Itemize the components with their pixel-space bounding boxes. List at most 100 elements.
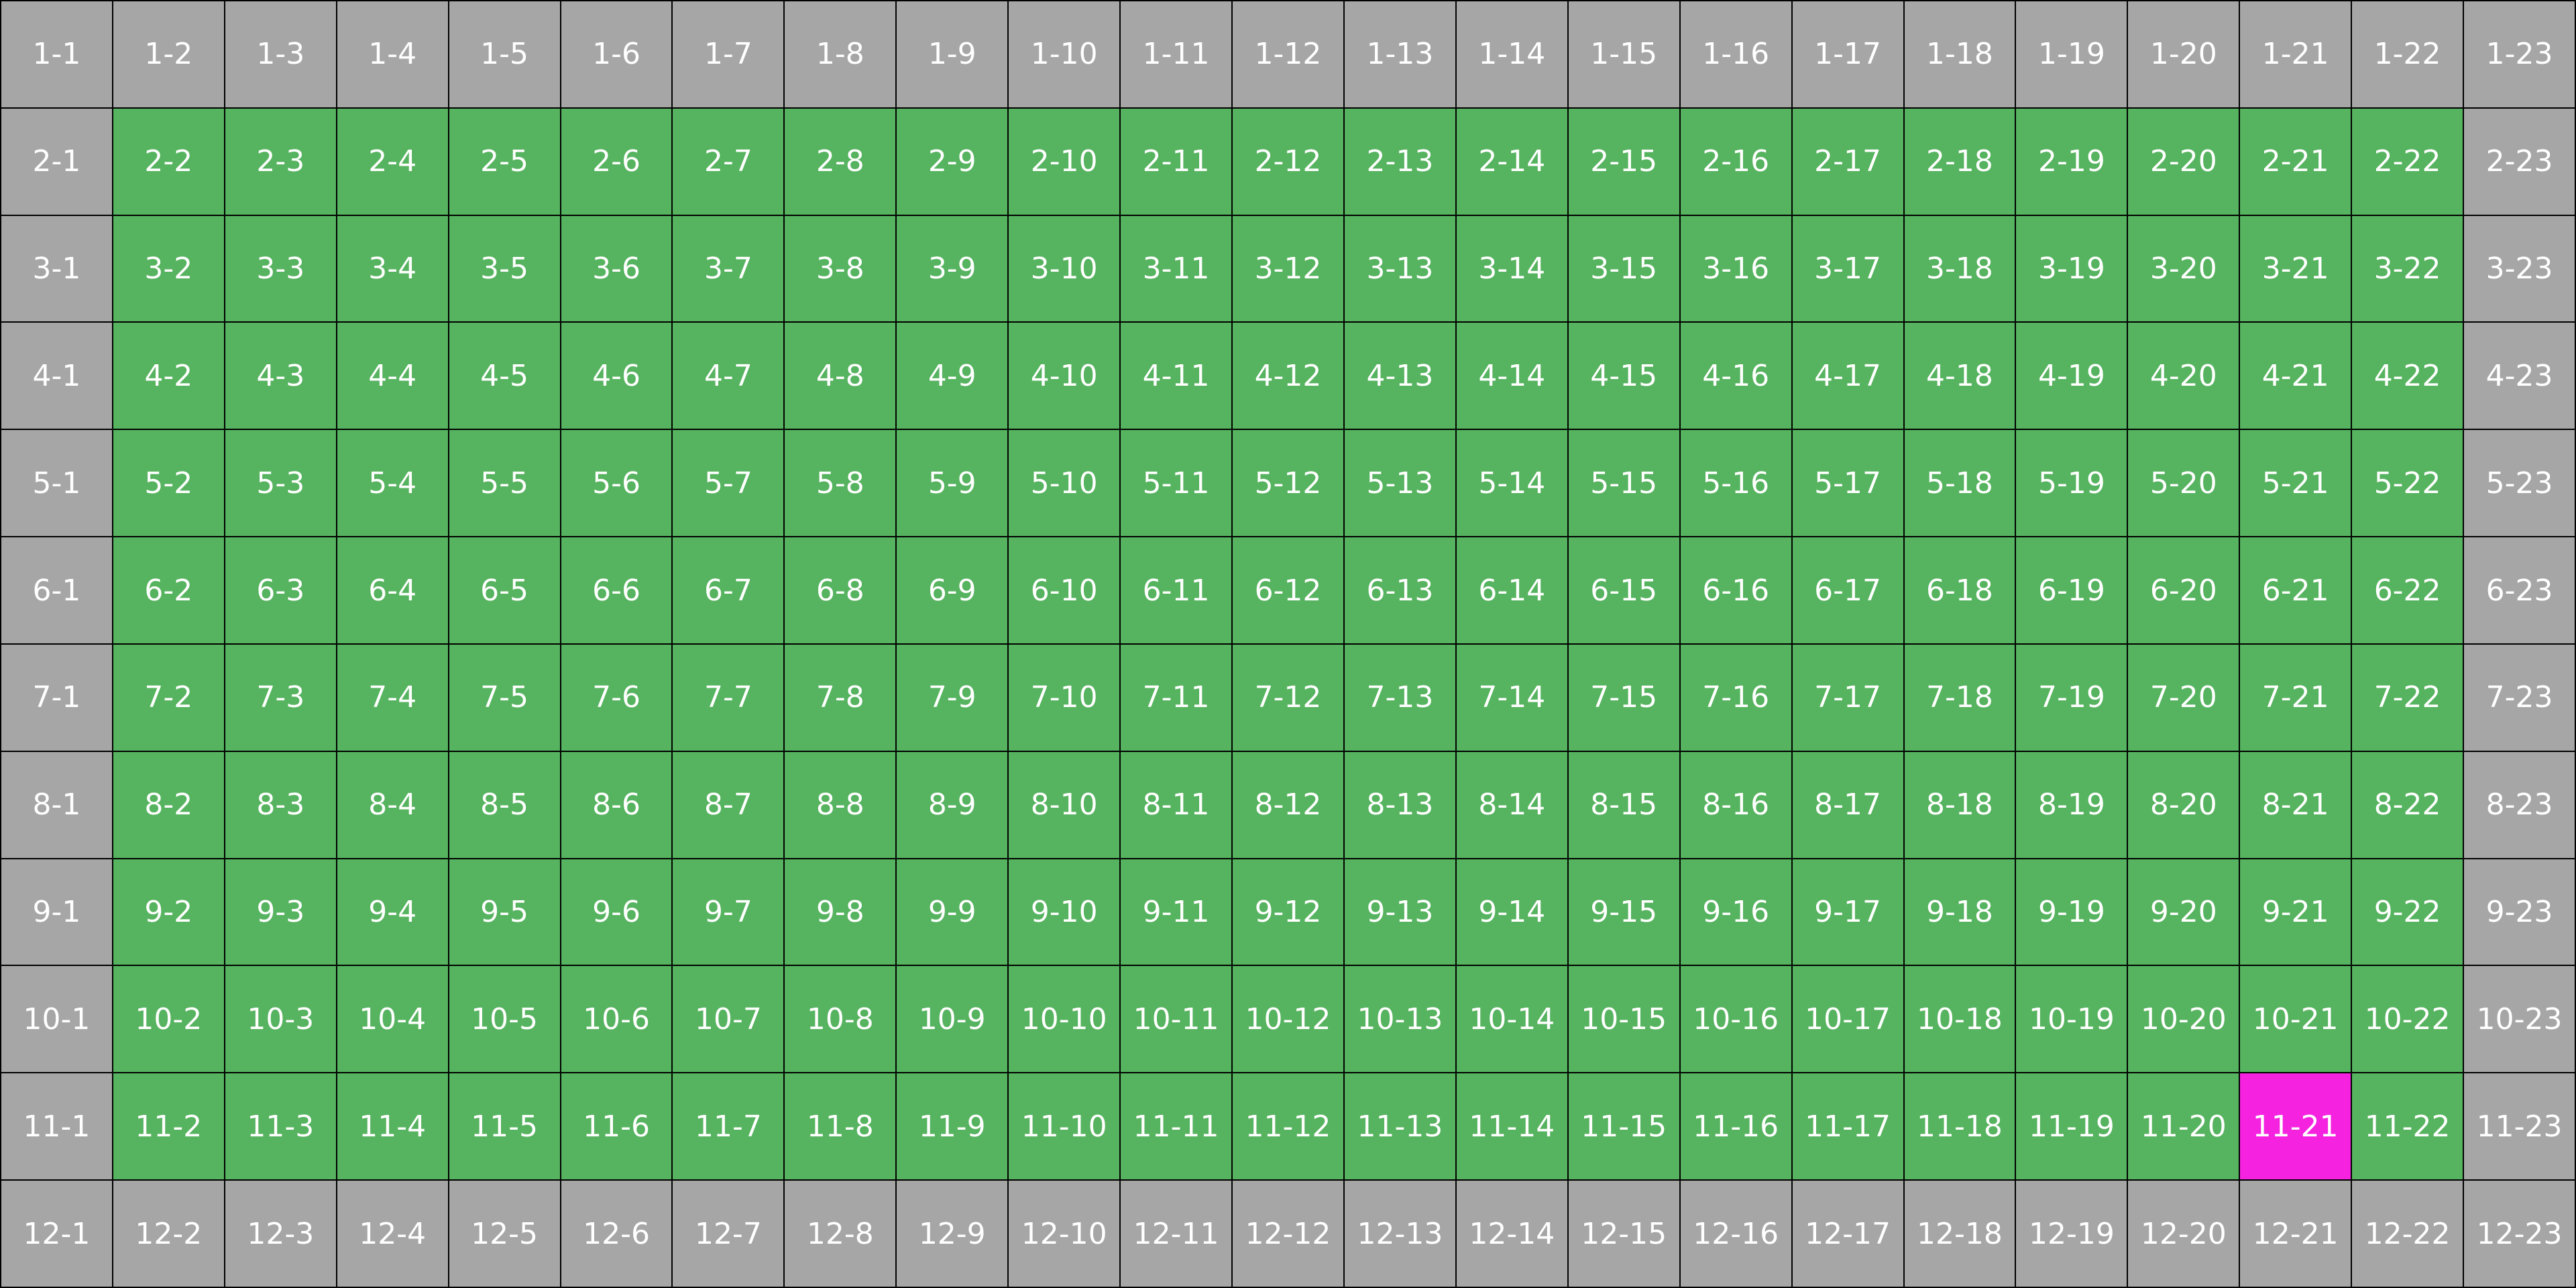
grid-cell-4-1[interactable]: 4-1 [0, 321, 112, 429]
grid-cell-3-15[interactable]: 3-15 [1567, 214, 1679, 322]
grid-cell-9-4[interactable]: 9-4 [335, 857, 448, 965]
grid-cell-1-3[interactable]: 1-3 [223, 0, 336, 107]
grid-cell-5-19[interactable]: 5-19 [2015, 429, 2127, 537]
grid-cell-9-3[interactable]: 9-3 [223, 857, 336, 965]
grid-cell-4-20[interactable]: 4-20 [2127, 321, 2239, 429]
grid-cell-5-13[interactable]: 5-13 [1343, 429, 1455, 537]
grid-cell-10-14[interactable]: 10-14 [1455, 965, 1567, 1073]
grid-cell-12-11[interactable]: 12-11 [1119, 1179, 1232, 1287]
grid-cell-3-6[interactable]: 3-6 [559, 214, 672, 322]
grid-cell-10-21[interactable]: 10-21 [2239, 965, 2351, 1073]
grid-cell-12-15[interactable]: 12-15 [1567, 1179, 1679, 1287]
grid-cell-4-18[interactable]: 4-18 [1903, 321, 2015, 429]
grid-cell-10-16[interactable]: 10-16 [1679, 965, 1791, 1073]
grid-cell-2-6[interactable]: 2-6 [559, 107, 672, 215]
grid-cell-2-4[interactable]: 2-4 [335, 107, 448, 215]
grid-cell-9-23[interactable]: 9-23 [2463, 857, 2575, 965]
grid-cell-2-19[interactable]: 2-19 [2015, 107, 2127, 215]
grid-cell-11-20[interactable]: 11-20 [2127, 1072, 2239, 1180]
grid-cell-8-22[interactable]: 8-22 [2351, 750, 2463, 858]
grid-cell-5-6[interactable]: 5-6 [559, 429, 672, 537]
grid-cell-2-9[interactable]: 2-9 [895, 107, 1008, 215]
grid-cell-3-3[interactable]: 3-3 [223, 214, 336, 322]
grid-cell-8-20[interactable]: 8-20 [2127, 750, 2239, 858]
grid-cell-6-11[interactable]: 6-11 [1119, 536, 1232, 643]
grid-cell-10-4[interactable]: 10-4 [335, 965, 448, 1073]
grid-cell-12-6[interactable]: 12-6 [559, 1179, 672, 1287]
grid-cell-10-7[interactable]: 10-7 [671, 965, 784, 1073]
grid-cell-2-13[interactable]: 2-13 [1343, 107, 1455, 215]
grid-cell-6-10[interactable]: 6-10 [1007, 536, 1120, 643]
grid-cell-9-18[interactable]: 9-18 [1903, 857, 2015, 965]
grid-cell-4-3[interactable]: 4-3 [223, 321, 336, 429]
grid-cell-2-21[interactable]: 2-21 [2239, 107, 2351, 215]
grid-cell-7-5[interactable]: 7-5 [447, 643, 560, 751]
grid-cell-7-17[interactable]: 7-17 [1791, 643, 1903, 751]
grid-cell-6-23[interactable]: 6-23 [2463, 536, 2575, 643]
grid-cell-4-23[interactable]: 4-23 [2463, 321, 2575, 429]
grid-cell-5-23[interactable]: 5-23 [2463, 429, 2575, 537]
grid-cell-7-12[interactable]: 7-12 [1231, 643, 1343, 751]
grid-cell-6-14[interactable]: 6-14 [1455, 536, 1567, 643]
grid-cell-8-5[interactable]: 8-5 [447, 750, 560, 858]
grid-cell-8-8[interactable]: 8-8 [783, 750, 896, 858]
grid-cell-11-6[interactable]: 11-6 [559, 1072, 672, 1180]
grid-cell-1-16[interactable]: 1-16 [1679, 0, 1791, 107]
grid-cell-4-19[interactable]: 4-19 [2015, 321, 2127, 429]
grid-cell-9-11[interactable]: 9-11 [1119, 857, 1232, 965]
grid-cell-9-2[interactable]: 9-2 [111, 857, 224, 965]
grid-cell-10-10[interactable]: 10-10 [1007, 965, 1120, 1073]
grid-cell-11-7[interactable]: 11-7 [671, 1072, 784, 1180]
grid-cell-7-6[interactable]: 7-6 [559, 643, 672, 751]
grid-cell-11-18[interactable]: 11-18 [1903, 1072, 2015, 1180]
grid-cell-3-14[interactable]: 3-14 [1455, 214, 1567, 322]
grid-cell-11-13[interactable]: 11-13 [1343, 1072, 1455, 1180]
grid-cell-6-16[interactable]: 6-16 [1679, 536, 1791, 643]
grid-cell-9-19[interactable]: 9-19 [2015, 857, 2127, 965]
grid-cell-12-18[interactable]: 12-18 [1903, 1179, 2015, 1287]
grid-cell-7-2[interactable]: 7-2 [111, 643, 224, 751]
grid-cell-3-2[interactable]: 3-2 [111, 214, 224, 322]
grid-cell-5-14[interactable]: 5-14 [1455, 429, 1567, 537]
grid-cell-8-10[interactable]: 8-10 [1007, 750, 1120, 858]
grid-cell-11-2[interactable]: 11-2 [111, 1072, 224, 1180]
grid-cell-5-22[interactable]: 5-22 [2351, 429, 2463, 537]
grid-cell-1-7[interactable]: 1-7 [671, 0, 784, 107]
grid-cell-6-18[interactable]: 6-18 [1903, 536, 2015, 643]
grid-cell-1-12[interactable]: 1-12 [1231, 0, 1343, 107]
grid-cell-9-17[interactable]: 9-17 [1791, 857, 1903, 965]
grid-cell-8-14[interactable]: 8-14 [1455, 750, 1567, 858]
grid-cell-7-21[interactable]: 7-21 [2239, 643, 2351, 751]
grid-cell-1-4[interactable]: 1-4 [335, 0, 448, 107]
grid-cell-3-17[interactable]: 3-17 [1791, 214, 1903, 322]
grid-cell-1-9[interactable]: 1-9 [895, 0, 1008, 107]
grid-cell-9-1[interactable]: 9-1 [0, 857, 112, 965]
grid-cell-2-10[interactable]: 2-10 [1007, 107, 1120, 215]
grid-cell-2-17[interactable]: 2-17 [1791, 107, 1903, 215]
grid-cell-12-9[interactable]: 12-9 [895, 1179, 1008, 1287]
grid-cell-10-8[interactable]: 10-8 [783, 965, 896, 1073]
grid-cell-5-16[interactable]: 5-16 [1679, 429, 1791, 537]
grid-cell-11-15[interactable]: 11-15 [1567, 1072, 1679, 1180]
grid-cell-3-18[interactable]: 3-18 [1903, 214, 2015, 322]
grid-cell-12-13[interactable]: 12-13 [1343, 1179, 1455, 1287]
grid-cell-2-5[interactable]: 2-5 [447, 107, 560, 215]
grid-cell-9-6[interactable]: 9-6 [559, 857, 672, 965]
grid-cell-2-20[interactable]: 2-20 [2127, 107, 2239, 215]
grid-cell-11-22[interactable]: 11-22 [2351, 1072, 2463, 1180]
grid-cell-1-11[interactable]: 1-11 [1119, 0, 1232, 107]
grid-cell-2-7[interactable]: 2-7 [671, 107, 784, 215]
grid-cell-11-21[interactable]: 11-21 [2239, 1072, 2351, 1180]
grid-cell-7-4[interactable]: 7-4 [335, 643, 448, 751]
grid-cell-9-14[interactable]: 9-14 [1455, 857, 1567, 965]
grid-cell-5-17[interactable]: 5-17 [1791, 429, 1903, 537]
grid-cell-12-16[interactable]: 12-16 [1679, 1179, 1791, 1287]
grid-cell-1-23[interactable]: 1-23 [2463, 0, 2575, 107]
grid-cell-9-22[interactable]: 9-22 [2351, 857, 2463, 965]
grid-cell-8-16[interactable]: 8-16 [1679, 750, 1791, 858]
grid-cell-8-11[interactable]: 8-11 [1119, 750, 1232, 858]
grid-cell-9-9[interactable]: 9-9 [895, 857, 1008, 965]
grid-cell-10-1[interactable]: 10-1 [0, 965, 112, 1073]
grid-cell-8-15[interactable]: 8-15 [1567, 750, 1679, 858]
grid-cell-7-22[interactable]: 7-22 [2351, 643, 2463, 751]
